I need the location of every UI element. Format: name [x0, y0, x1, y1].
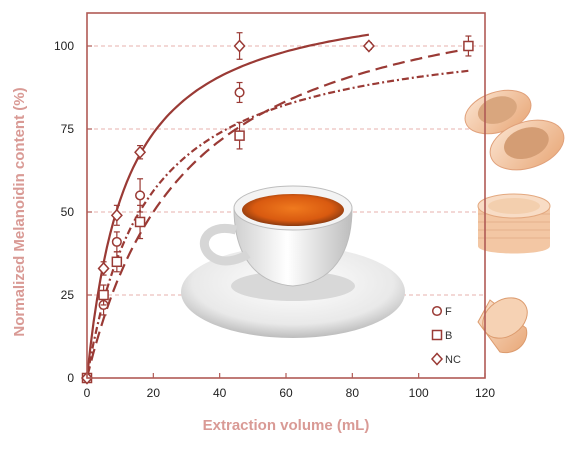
y-tick-label: 100 [54, 39, 74, 53]
data-point-nc [134, 145, 147, 159]
x-tick-label: 0 [84, 386, 91, 400]
legend-label-b: B [445, 330, 452, 342]
data-point-nc [362, 39, 375, 53]
legend-label-nc: NC [445, 354, 461, 366]
data-point-f [111, 236, 122, 247]
x-tick-label: 40 [213, 386, 227, 400]
x-tick-label: 20 [147, 386, 161, 400]
data-point-b [111, 256, 123, 268]
data-point-f [135, 190, 146, 201]
legend-marker-f [431, 305, 443, 317]
legend-marker-nc [430, 352, 444, 366]
data-point-nc [110, 208, 123, 222]
data-point-b [463, 40, 474, 52]
fit-curve-b [85, 47, 469, 379]
fit-curves [85, 33, 469, 379]
y-tick-label: 75 [61, 122, 75, 136]
legend-label-f: F [445, 306, 452, 318]
y-tick-label: 50 [61, 205, 75, 219]
x-tick-label: 60 [279, 386, 293, 400]
y-tick-label: 0 [67, 371, 74, 385]
plastic-capsule-icon [477, 193, 551, 254]
aluminum-capsule-icon [477, 297, 528, 354]
axes [86, 12, 486, 379]
fit-curve-nc [85, 33, 370, 379]
x-tick-label: 80 [346, 386, 360, 400]
tick-labels: 0 20 40 60 80 100 120 0 25 50 75 100 [54, 39, 495, 400]
legend: FB NC [430, 305, 461, 366]
fit-curve-f [85, 69, 469, 379]
legend-marker-b [431, 329, 443, 341]
data-point-b [98, 289, 109, 301]
x-tick-label: 100 [409, 386, 429, 400]
data-point-nc [233, 39, 246, 53]
data-point-b [234, 130, 245, 141]
data-point-nc [97, 261, 110, 276]
y-tick-label: 25 [61, 288, 75, 302]
espresso-cup-icon [181, 185, 405, 338]
data-point-f [234, 87, 245, 98]
data-points [80, 32, 474, 385]
paper-pod-icon [464, 89, 565, 171]
x-axis-label: Extraction volume (mL) [203, 417, 370, 434]
y-axis-label: Normalized Melanoidin content (%) [11, 87, 28, 336]
x-tick-label: 120 [475, 386, 495, 400]
data-point-b [134, 216, 146, 228]
